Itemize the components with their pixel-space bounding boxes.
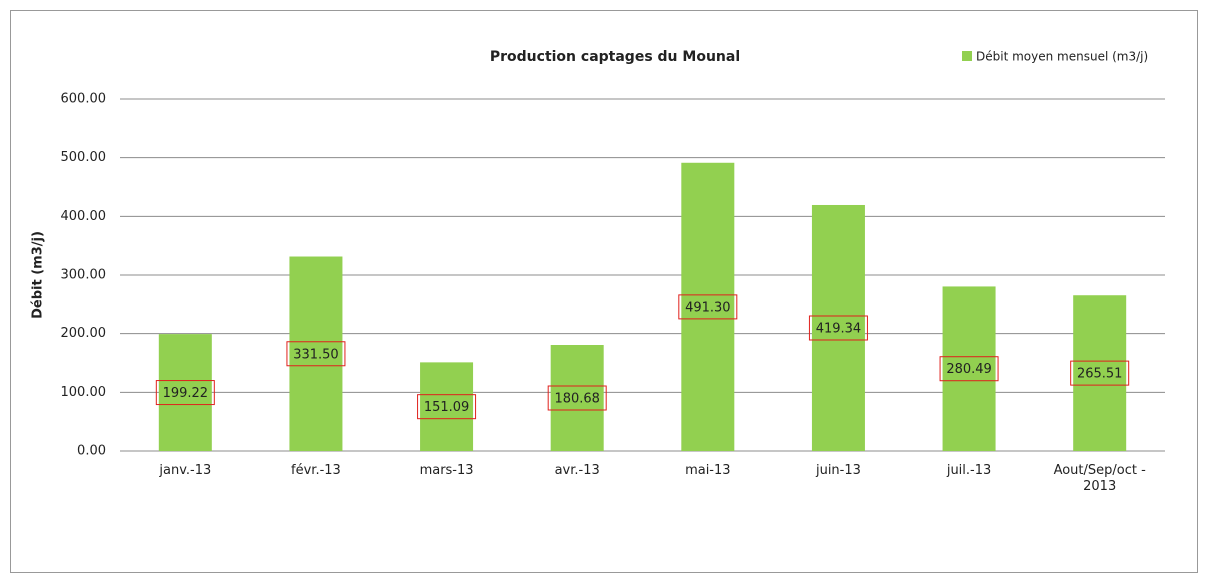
x-tick-label: janv.-13 xyxy=(159,463,212,478)
legend-label: Débit moyen mensuel (m3/j) xyxy=(976,50,1148,64)
y-tick-label: 0.00 xyxy=(77,444,106,459)
data-label: 280.49 xyxy=(946,362,992,377)
data-label-box xyxy=(808,315,868,341)
data-label-box xyxy=(939,356,999,382)
x-tick-label: mai-13 xyxy=(685,463,731,478)
x-tick-label: mars-13 xyxy=(419,463,474,478)
x-tick-label: Aout/Sep/oct - 2013 xyxy=(1053,463,1146,494)
x-tick-label: févr.-13 xyxy=(291,463,341,478)
data-label: 265.51 xyxy=(1077,367,1123,382)
data-label-box xyxy=(678,294,738,320)
bar xyxy=(942,286,996,451)
data-label: 419.34 xyxy=(816,321,862,336)
bar xyxy=(550,345,604,451)
data-label-box xyxy=(417,394,477,420)
bar xyxy=(158,334,212,451)
data-label: 491.30 xyxy=(685,300,731,315)
chart-title: Production captages du Mounal xyxy=(490,49,740,65)
y-tick-label: 300.00 xyxy=(61,268,107,283)
data-label: 199.22 xyxy=(163,386,209,401)
y-tick-label: 500.00 xyxy=(61,150,107,165)
data-label-box xyxy=(547,385,607,411)
bar xyxy=(420,362,474,451)
y-tick-label: 100.00 xyxy=(61,385,107,400)
x-tick-label: juil.-13 xyxy=(946,463,992,478)
data-label: 331.50 xyxy=(293,347,339,362)
y-axis-label: Débit (m3/j) xyxy=(31,231,46,319)
y-tick-label: 200.00 xyxy=(61,326,107,341)
bar xyxy=(811,204,865,451)
data-label: 151.09 xyxy=(424,400,470,415)
x-tick-label: juin-13 xyxy=(815,463,861,478)
y-tick-label: 400.00 xyxy=(61,209,107,224)
y-tick-label: 600.00 xyxy=(61,92,107,107)
bar xyxy=(289,256,343,451)
data-label-box xyxy=(155,380,215,406)
x-tick-label: avr.-13 xyxy=(554,463,600,478)
data-label-box xyxy=(286,341,346,367)
data-label-box xyxy=(1070,360,1130,386)
bar xyxy=(681,162,735,451)
data-label: 180.68 xyxy=(554,392,600,407)
legend-swatch xyxy=(962,51,972,61)
chart-border xyxy=(10,10,1198,573)
bar xyxy=(1073,295,1127,451)
